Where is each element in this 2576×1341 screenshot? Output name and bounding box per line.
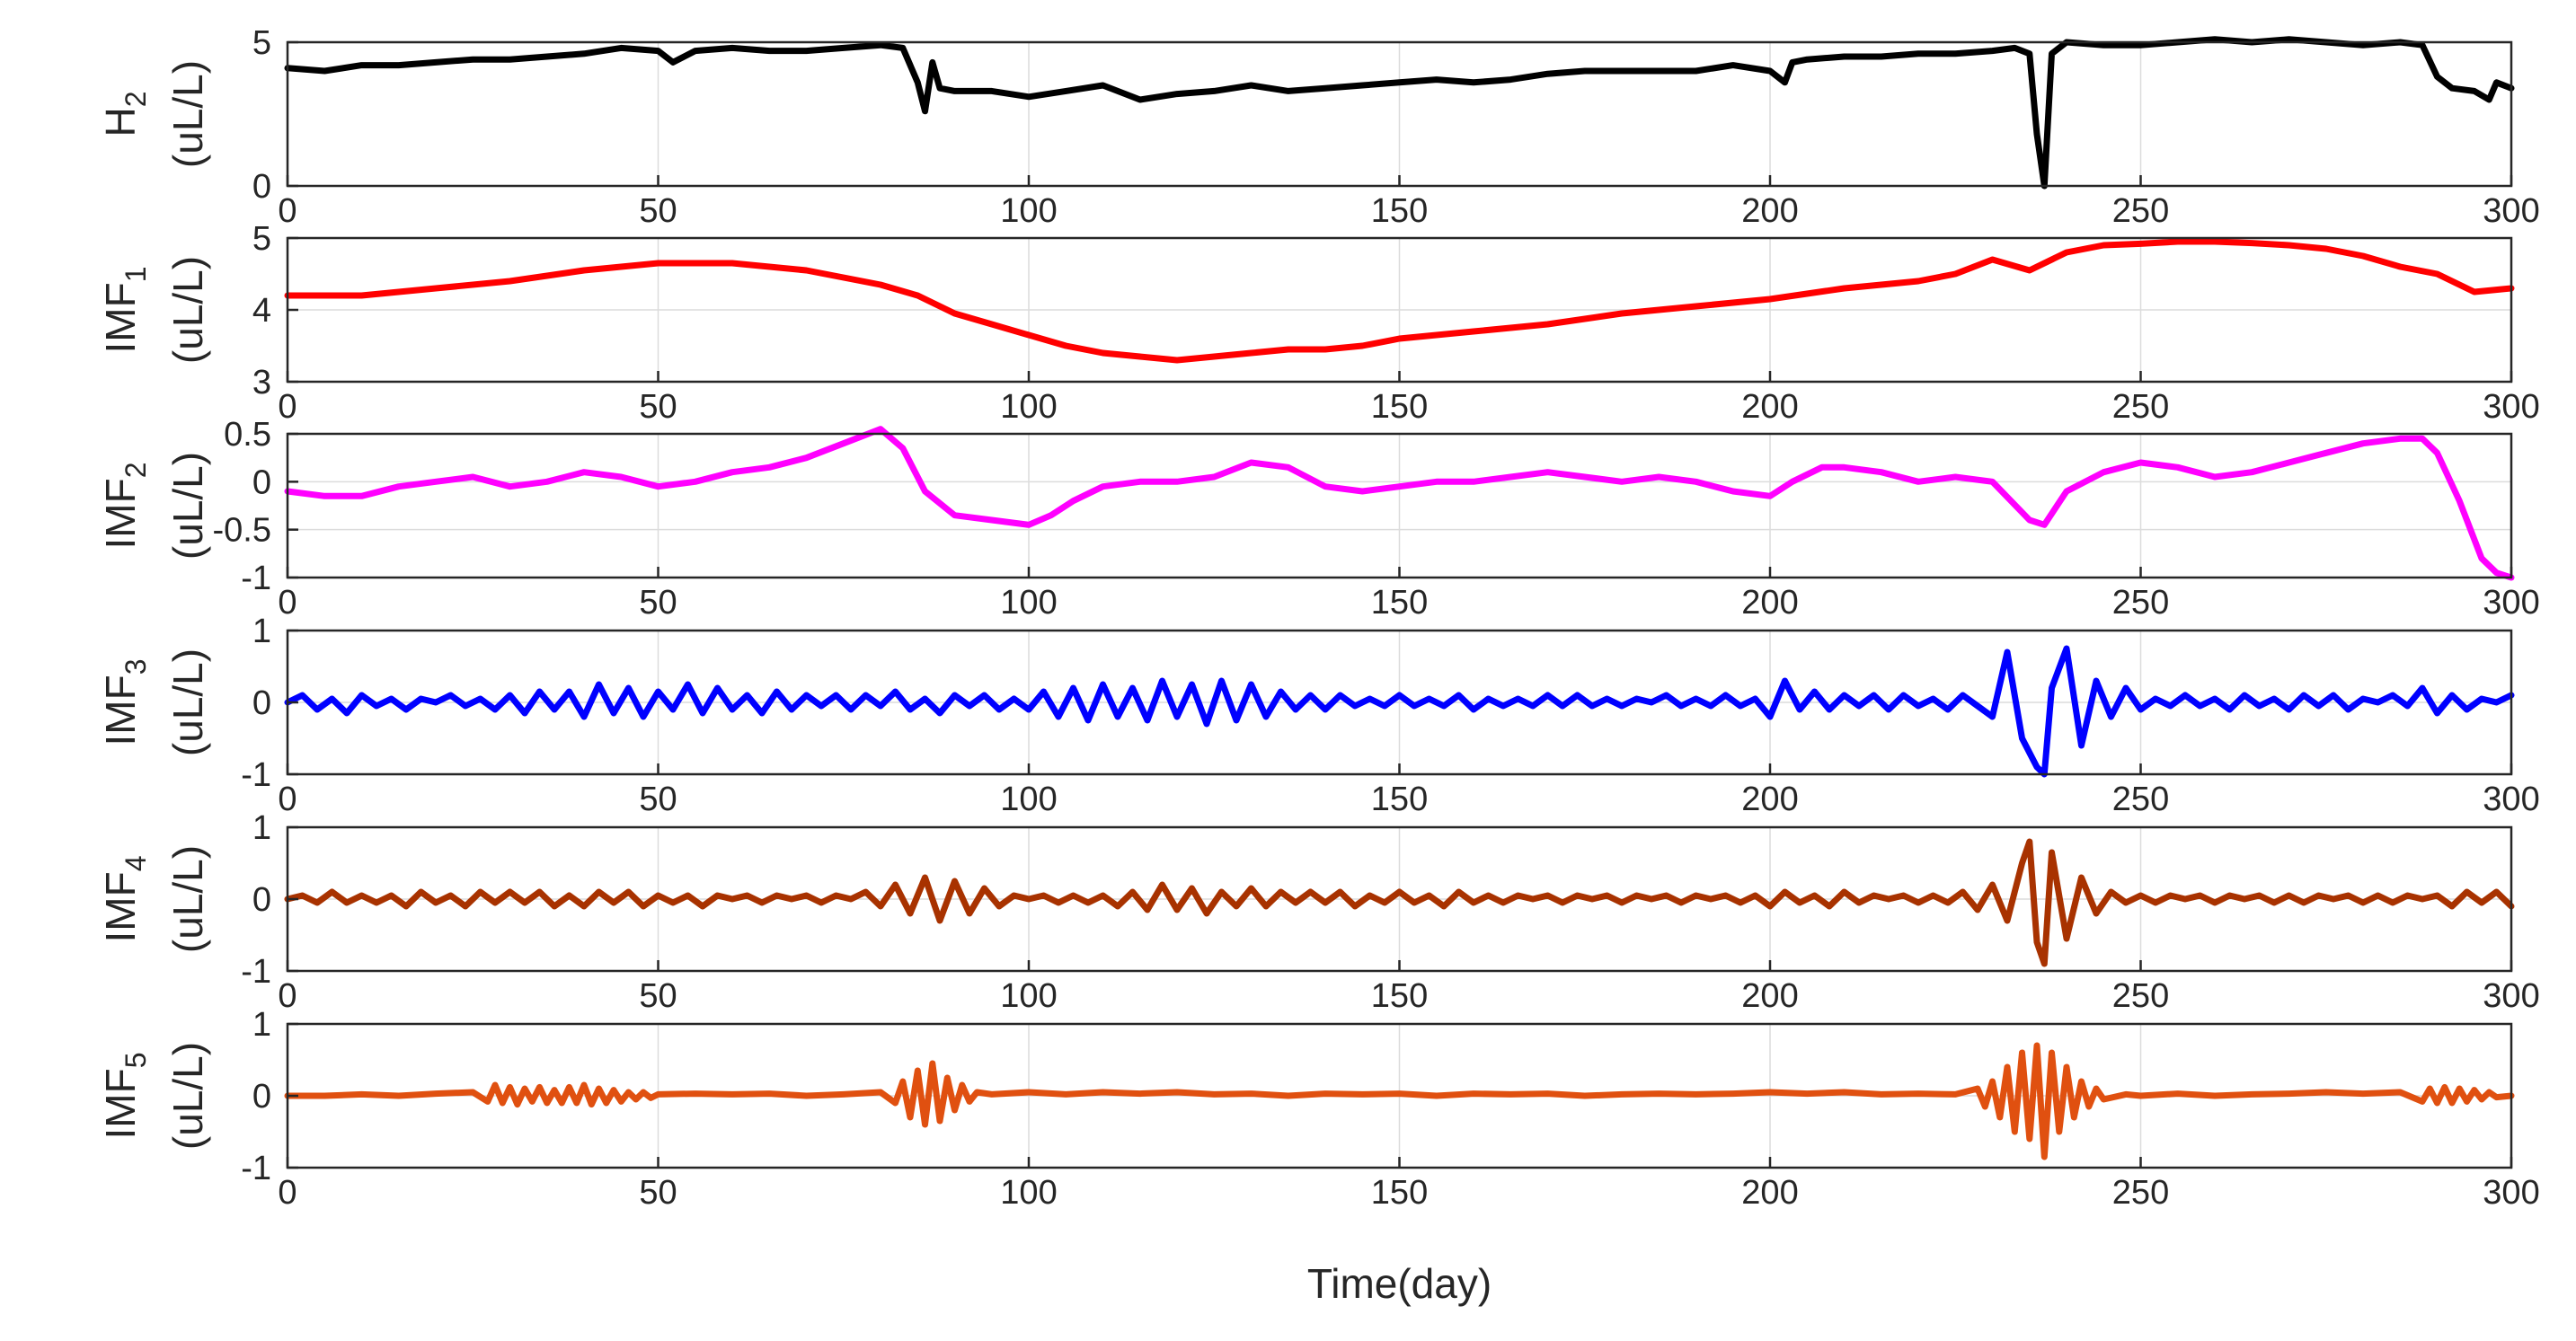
- x-tick-label: 250: [2112, 388, 2169, 426]
- panel-imf1: 0 50 100 150 200 250 300 3 4 5 IMF1 (uL/L): [97, 220, 2540, 426]
- x-tick-label: 0: [278, 192, 297, 230]
- x-tick-label: 100: [1000, 584, 1057, 622]
- y-axis-label-subscript: 2: [120, 91, 152, 107]
- y-tick-label: 0.5: [224, 416, 271, 454]
- x-axis-label: Time(day): [1307, 1260, 1492, 1307]
- x-tick-label: 100: [1000, 781, 1057, 818]
- y-axis-label-name: IMF: [97, 478, 144, 549]
- x-tick-label: 150: [1371, 192, 1428, 230]
- x-tick-label: 50: [639, 388, 677, 426]
- x-tick-label: 300: [2483, 584, 2539, 622]
- y-tick-label: 0: [252, 168, 271, 206]
- x-tick-label: 0: [278, 1174, 297, 1212]
- y-tick-label: -1: [241, 560, 271, 597]
- y-tick-label: 0: [252, 684, 271, 722]
- x-tick-label: 150: [1371, 977, 1428, 1015]
- y-tick-label: 0: [252, 463, 271, 501]
- series-line-imf4: [284, 838, 2515, 967]
- y-tick-label: -1: [241, 953, 271, 991]
- y-axis-unit: (uL/L): [164, 60, 211, 168]
- x-tick-label: 50: [639, 584, 677, 622]
- y-tick-label: -1: [241, 756, 271, 794]
- x-tick-label: 300: [2483, 192, 2539, 230]
- y-tick-label: 3: [252, 364, 271, 401]
- x-tick-label: 100: [1000, 977, 1057, 1015]
- y-axis-label: IMF3: [97, 659, 152, 746]
- y-tick-label: 1: [252, 809, 271, 847]
- y-tick-label: 0: [252, 881, 271, 919]
- panel-h2: 0 50 100 150 200 250 300 0 5 H2 (uL/L): [97, 24, 2540, 230]
- x-tick-label: 150: [1371, 1174, 1428, 1212]
- y-tick-label: 4: [252, 292, 271, 330]
- y-axis-label-subscript: 1: [120, 267, 152, 283]
- x-tick-label: 200: [1741, 1174, 1798, 1212]
- x-tick-label: 300: [2483, 1174, 2539, 1212]
- y-axis-unit: (uL/L): [164, 256, 211, 364]
- y-axis-unit: (uL/L): [164, 452, 211, 560]
- y-axis-unit: (uL/L): [164, 1042, 211, 1150]
- x-tick-label: 150: [1371, 584, 1428, 622]
- y-tick-label: 0: [252, 1078, 271, 1116]
- x-tick-label: 50: [639, 781, 677, 818]
- y-tick-label: 5: [252, 24, 271, 62]
- x-tick-label: 200: [1741, 584, 1798, 622]
- series-line-imf5: [284, 1042, 2515, 1160]
- x-tick-label: 250: [2112, 1174, 2169, 1212]
- x-tick-label: 200: [1741, 192, 1798, 230]
- y-axis-label-name: IMF: [97, 1068, 144, 1139]
- x-tick-label: 300: [2483, 781, 2539, 818]
- y-axis-label: IMF2: [97, 463, 152, 550]
- y-axis-label-name: IMF: [97, 282, 144, 353]
- y-axis-label-subscript: 4: [120, 856, 152, 872]
- x-tick-label: 250: [2112, 192, 2169, 230]
- y-axis-label-subscript: 2: [120, 463, 152, 479]
- series-line-imf3: [284, 645, 2515, 778]
- y-axis-label-name: IMF: [97, 675, 144, 745]
- x-tick-label: 100: [1000, 192, 1057, 230]
- x-tick-label: 0: [278, 781, 297, 818]
- y-axis-label: IMF4: [97, 856, 152, 943]
- y-axis-unit: (uL/L): [164, 845, 211, 953]
- x-tick-label: 0: [278, 977, 297, 1015]
- x-tick-label: 300: [2483, 977, 2539, 1015]
- y-tick-label: -0.5: [213, 512, 271, 550]
- y-tick-label: 5: [252, 220, 271, 258]
- x-tick-label: 250: [2112, 584, 2169, 622]
- x-tick-label: 250: [2112, 781, 2169, 818]
- x-tick-label: 50: [639, 192, 677, 230]
- x-tick-label: 200: [1741, 977, 1798, 1015]
- y-axis-label-name: IMF: [97, 871, 144, 942]
- y-axis-label: IMF1: [97, 267, 152, 354]
- x-tick-label: 50: [639, 1174, 677, 1212]
- y-axis-label: IMF5: [97, 1053, 152, 1140]
- x-tick-label: 250: [2112, 977, 2169, 1015]
- x-tick-label: 100: [1000, 1174, 1057, 1212]
- y-axis-unit: (uL/L): [164, 648, 211, 756]
- x-tick-label: 200: [1741, 388, 1798, 426]
- x-tick-label: 150: [1371, 388, 1428, 426]
- y-axis-label-subscript: 3: [120, 659, 152, 675]
- x-tick-label: 200: [1741, 781, 1798, 818]
- series-line-h2: [284, 36, 2515, 190]
- x-tick-label: 50: [639, 977, 677, 1015]
- y-tick-label: 1: [252, 1006, 271, 1044]
- y-axis-label: H2: [97, 91, 152, 137]
- x-tick-label: 150: [1371, 781, 1428, 818]
- y-tick-label: -1: [241, 1150, 271, 1187]
- y-axis-label-subscript: 5: [120, 1053, 152, 1069]
- y-axis-label-name: H: [97, 107, 144, 137]
- x-tick-label: 0: [278, 584, 297, 622]
- x-tick-label: 0: [278, 388, 297, 426]
- x-tick-label: 300: [2483, 388, 2539, 426]
- series-line-imf1: [284, 238, 2515, 364]
- series-line-imf2: [284, 426, 2515, 581]
- y-tick-label: 1: [252, 613, 271, 650]
- x-tick-label: 100: [1000, 388, 1057, 426]
